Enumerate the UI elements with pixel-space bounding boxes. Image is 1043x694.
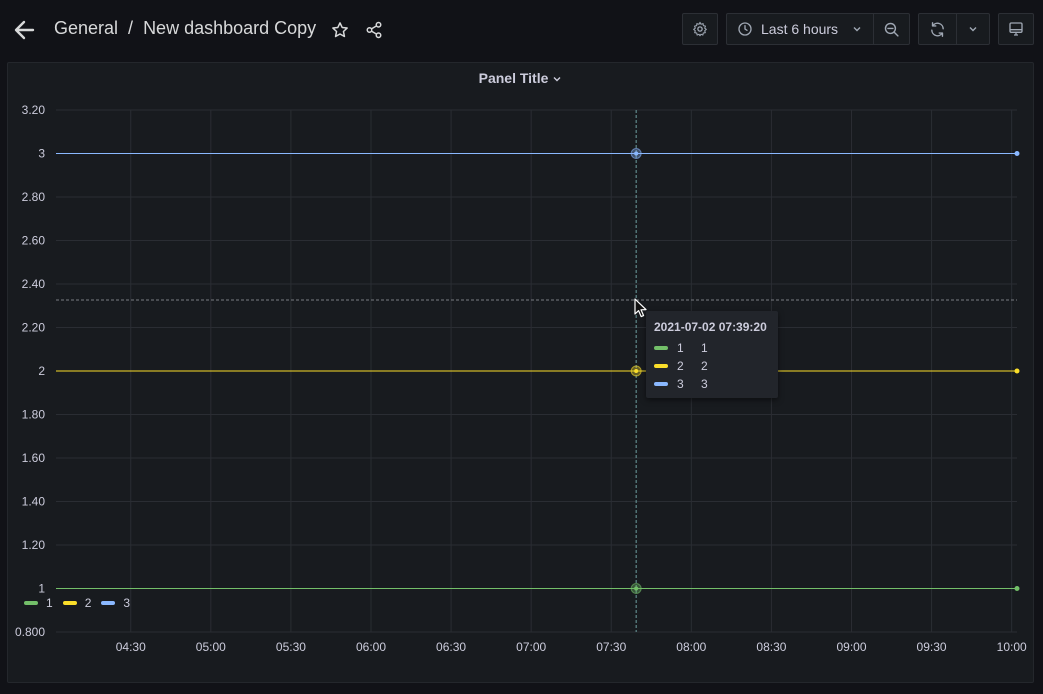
x-tick-label: 06:00	[356, 640, 386, 654]
gear-icon	[693, 21, 707, 37]
share-dashboard-button[interactable]	[362, 18, 386, 42]
time-range-picker[interactable]: Last 6 hours	[726, 13, 874, 45]
legend-swatch	[24, 601, 38, 605]
top-navbar: General / New dashboard Copy Last 6 hour…	[0, 0, 1043, 60]
hover-point-center	[634, 586, 639, 591]
legend-swatch	[62, 601, 77, 605]
legend-item[interactable]: 1	[24, 596, 53, 610]
tooltip-series-name: 2	[677, 359, 684, 373]
arrow-left-icon	[14, 20, 35, 40]
panel-header[interactable]: Panel Title	[8, 70, 1033, 87]
legend-label: 2	[84, 596, 92, 610]
x-tick-label: 08:00	[676, 640, 706, 654]
y-tick-label: 1.60	[22, 451, 46, 465]
legend-label: 1	[46, 596, 53, 610]
y-tick-label: 3.20	[22, 103, 46, 117]
refresh-interval-dropdown[interactable]	[956, 13, 990, 45]
y-tick-label: 1	[38, 582, 45, 596]
chevron-down-icon	[969, 27, 977, 32]
x-tick-label: 07:00	[516, 640, 546, 654]
x-tick-label: 10:00	[997, 640, 1027, 654]
sync-icon	[931, 21, 944, 37]
star-icon	[332, 22, 348, 38]
time-range-label: Last 6 hours	[761, 21, 839, 37]
zoom-out-button[interactable]	[873, 13, 910, 45]
mouse-pointer-icon	[634, 298, 647, 318]
y-tick-label: 1.80	[22, 408, 46, 422]
tooltip-series-name: 3	[677, 377, 684, 391]
tooltip-series-swatch	[654, 364, 668, 368]
legend-swatch	[101, 601, 116, 605]
series-end-point	[1014, 151, 1020, 156]
tooltip-series-swatch	[654, 346, 668, 350]
tooltip-series-swatch	[654, 382, 668, 386]
tooltip-series-value: 3	[701, 377, 708, 391]
hover-point-center	[634, 151, 639, 156]
y-tick-label: 3	[38, 147, 45, 161]
clock-icon	[738, 22, 752, 36]
x-tick-label: 09:30	[917, 640, 947, 654]
x-tick-label: 07:30	[596, 640, 626, 654]
y-tick-label: 2.60	[22, 234, 46, 248]
y-tick-label: 2.80	[22, 190, 46, 204]
tooltip-series-name: 1	[677, 341, 684, 355]
dashboard-settings-button[interactable]	[682, 13, 718, 45]
panel-title: Panel Title	[478, 70, 549, 86]
y-tick-label: 1.40	[22, 495, 46, 509]
dashboard-title[interactable]: New dashboard Copy	[143, 18, 317, 38]
y-tick-label: 2	[38, 364, 45, 378]
legend-item[interactable]: 3	[101, 596, 130, 610]
breadcrumb-folder-link[interactable]: General	[54, 18, 119, 38]
tooltip-series-value: 1	[701, 341, 708, 355]
back-button[interactable]	[10, 16, 38, 44]
tv-mode-button[interactable]	[998, 13, 1034, 45]
graph-legend: 1 2 3	[24, 596, 130, 610]
mark-favorite-button[interactable]	[328, 18, 352, 42]
refresh-button[interactable]	[918, 13, 957, 45]
tooltip-series-value: 2	[701, 359, 708, 373]
chevron-down-icon	[553, 77, 561, 82]
legend-item[interactable]: 2	[62, 596, 92, 610]
series-end-point	[1014, 368, 1020, 374]
x-tick-label: 04:30	[116, 640, 146, 654]
breadcrumb: General / New dashboard Copy	[54, 18, 316, 39]
tooltip-timestamp: 2021-07-02 07:39:20	[654, 320, 767, 334]
share-icon	[366, 21, 382, 39]
x-tick-label: 05:30	[276, 640, 306, 654]
y-tick-label: 2.20	[22, 321, 46, 335]
legend-label: 3	[123, 596, 131, 610]
breadcrumb-separator: /	[128, 18, 134, 38]
x-tick-label: 08:30	[756, 640, 786, 654]
x-tick-label: 05:00	[196, 640, 226, 654]
y-tick-label: 0.800	[15, 625, 45, 639]
monitor-icon	[1009, 22, 1023, 36]
y-tick-label: 1.20	[22, 538, 46, 552]
chevron-down-icon	[853, 27, 861, 32]
series-end-point	[1014, 586, 1020, 591]
graph-panel: Panel Title	[7, 62, 1034, 683]
hover-point-center	[634, 369, 639, 373]
x-tick-label: 06:30	[436, 640, 466, 654]
zoom-out-icon	[884, 22, 899, 37]
x-tick-label: 09:00	[836, 640, 866, 654]
y-tick-label: 2.40	[22, 277, 46, 291]
